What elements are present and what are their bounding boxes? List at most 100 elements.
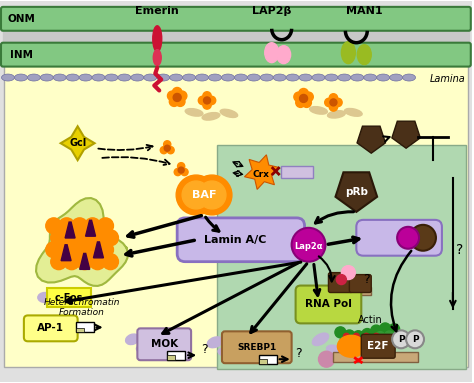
Ellipse shape [105, 74, 118, 81]
Polygon shape [245, 155, 279, 190]
Text: Lamin A/C: Lamin A/C [204, 235, 266, 245]
Text: BAF: BAF [192, 190, 216, 200]
Ellipse shape [273, 74, 286, 81]
Ellipse shape [247, 74, 260, 81]
Circle shape [371, 325, 382, 336]
Ellipse shape [144, 74, 157, 81]
Ellipse shape [351, 74, 364, 81]
FancyBboxPatch shape [1, 7, 471, 31]
Text: E2F: E2F [367, 341, 389, 351]
Circle shape [181, 169, 188, 176]
Polygon shape [65, 222, 75, 238]
Ellipse shape [137, 345, 148, 353]
Circle shape [64, 254, 80, 270]
Circle shape [98, 242, 113, 258]
Bar [167, 351, 185, 360]
Circle shape [98, 218, 113, 234]
Circle shape [164, 145, 170, 151]
FancyBboxPatch shape [1, 43, 471, 67]
Polygon shape [61, 126, 94, 160]
Circle shape [353, 333, 359, 339]
Circle shape [385, 331, 393, 340]
Ellipse shape [118, 74, 131, 81]
Circle shape [349, 339, 358, 348]
Ellipse shape [377, 74, 390, 81]
Text: ONM: ONM [8, 14, 36, 24]
Circle shape [198, 96, 207, 105]
Circle shape [367, 335, 376, 344]
Ellipse shape [286, 74, 299, 81]
Text: MOK: MOK [151, 339, 178, 349]
Text: Lap2α: Lap2α [294, 242, 323, 251]
Ellipse shape [53, 74, 66, 81]
Circle shape [167, 147, 174, 154]
Circle shape [84, 218, 100, 234]
Circle shape [337, 275, 346, 285]
Text: Crx: Crx [252, 170, 269, 178]
Circle shape [178, 163, 185, 170]
Ellipse shape [260, 74, 273, 81]
Polygon shape [61, 245, 71, 261]
Ellipse shape [27, 74, 40, 81]
Circle shape [169, 97, 179, 106]
Circle shape [173, 87, 182, 97]
Ellipse shape [299, 74, 312, 81]
Circle shape [362, 329, 373, 339]
Circle shape [340, 337, 349, 346]
FancyBboxPatch shape [177, 218, 305, 262]
Circle shape [329, 103, 337, 111]
Circle shape [84, 242, 100, 258]
Circle shape [300, 95, 308, 102]
Ellipse shape [218, 348, 232, 356]
Ellipse shape [328, 111, 345, 118]
Ellipse shape [66, 74, 79, 81]
Circle shape [410, 225, 436, 251]
Circle shape [64, 230, 80, 246]
Ellipse shape [402, 74, 416, 81]
Circle shape [376, 332, 385, 340]
Ellipse shape [345, 108, 362, 116]
Circle shape [358, 338, 367, 347]
Bar [327, 286, 371, 295]
Text: Emerin: Emerin [136, 6, 179, 16]
Circle shape [292, 228, 326, 262]
Circle shape [177, 91, 187, 101]
Circle shape [389, 324, 400, 335]
Text: AP-1: AP-1 [37, 323, 64, 333]
Polygon shape [36, 198, 128, 286]
Ellipse shape [92, 74, 105, 81]
Ellipse shape [170, 74, 182, 81]
Ellipse shape [277, 46, 291, 64]
Circle shape [380, 323, 391, 334]
Ellipse shape [182, 74, 196, 81]
Circle shape [160, 147, 167, 154]
Text: RNA Pol: RNA Pol [305, 300, 352, 309]
Polygon shape [392, 121, 420, 148]
Circle shape [319, 351, 335, 367]
Ellipse shape [1, 74, 14, 81]
Bar [281, 166, 312, 178]
Circle shape [203, 101, 211, 109]
Circle shape [51, 254, 67, 270]
Bar [3, 29, 469, 45]
Circle shape [176, 175, 216, 215]
Text: pRb: pRb [345, 187, 368, 197]
Ellipse shape [325, 74, 338, 81]
Ellipse shape [357, 45, 371, 65]
Circle shape [302, 98, 311, 107]
Ellipse shape [153, 50, 161, 65]
Circle shape [72, 242, 88, 258]
Circle shape [334, 98, 342, 106]
Bar [76, 328, 83, 332]
Ellipse shape [157, 74, 170, 81]
Circle shape [330, 99, 337, 106]
Circle shape [341, 266, 356, 280]
Text: c-Fos: c-Fos [55, 293, 83, 303]
Ellipse shape [327, 345, 340, 354]
Bar [333, 352, 418, 362]
Circle shape [325, 98, 333, 106]
Circle shape [59, 242, 74, 258]
FancyBboxPatch shape [328, 273, 352, 293]
Circle shape [294, 92, 303, 101]
Circle shape [72, 218, 88, 234]
